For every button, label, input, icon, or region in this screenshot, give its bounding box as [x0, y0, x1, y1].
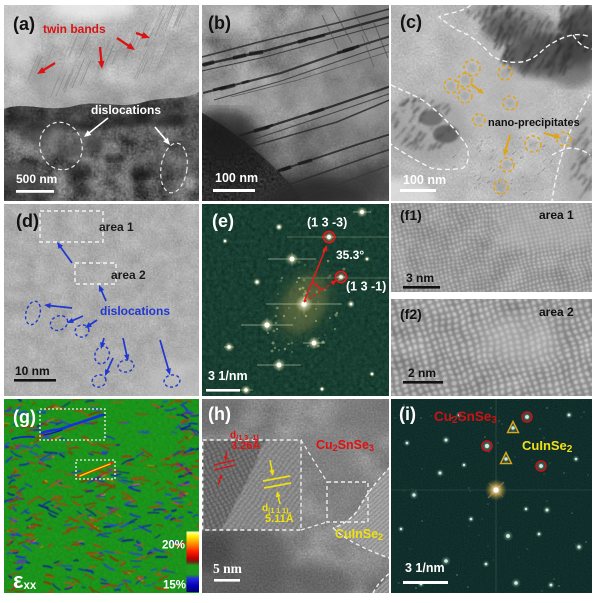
svg-text:(d): (d) [16, 211, 39, 231]
svg-text:(g): (g) [13, 407, 36, 427]
svg-text:area 1: area 1 [99, 220, 134, 234]
svg-text:(1 3 -3): (1 3 -3) [307, 216, 347, 230]
svg-text:100 nm: 100 nm [215, 171, 258, 185]
svg-text:(e): (e) [212, 211, 234, 231]
svg-text:(b): (b) [208, 13, 231, 33]
svg-text:500 nm: 500 nm [16, 172, 57, 186]
svg-text:CuInSe2: CuInSe2 [522, 438, 573, 455]
svg-text:20%: 20% [162, 540, 185, 552]
svg-text:CuInSe2: CuInSe2 [335, 527, 383, 542]
svg-text:3 1/nm: 3 1/nm [208, 369, 248, 383]
svg-text:area 2: area 2 [111, 268, 146, 282]
svg-text:5.11Å: 5.11Å [265, 512, 294, 525]
svg-text:area 2: area 2 [539, 305, 574, 319]
svg-text:dislocations: dislocations [100, 304, 170, 318]
svg-text:3 1/nm: 3 1/nm [405, 561, 445, 575]
svg-text:2 nm: 2 nm [408, 366, 436, 380]
svg-text:(i): (i) [399, 404, 416, 424]
svg-text:(f2): (f2) [400, 306, 422, 322]
svg-text:twin bands: twin bands [43, 22, 106, 36]
svg-text:area 1: area 1 [539, 208, 574, 222]
svg-text:5 nm: 5 nm [213, 561, 243, 576]
svg-text:(h): (h) [208, 404, 231, 424]
svg-text:10 nm: 10 nm [15, 364, 50, 378]
svg-text:(a): (a) [13, 14, 35, 34]
svg-text:100 nm: 100 nm [403, 173, 446, 187]
svg-text:nano-precipitates: nano-precipitates [488, 117, 580, 129]
svg-text:(c): (c) [400, 12, 422, 32]
svg-text:3 nm: 3 nm [406, 271, 434, 285]
svg-text:dislocations: dislocations [91, 103, 161, 117]
svg-text:Cu2SnSe3: Cu2SnSe3 [316, 438, 374, 453]
svg-text:(f1): (f1) [400, 207, 422, 223]
svg-text:3.26Å: 3.26Å [231, 439, 260, 452]
svg-text:35.3°: 35.3° [336, 248, 364, 262]
svg-text:(1 3 -1): (1 3 -1) [346, 280, 386, 294]
svg-text:15%: 15% [163, 580, 186, 592]
svg-text:Cu2SnSe3: Cu2SnSe3 [434, 409, 497, 426]
